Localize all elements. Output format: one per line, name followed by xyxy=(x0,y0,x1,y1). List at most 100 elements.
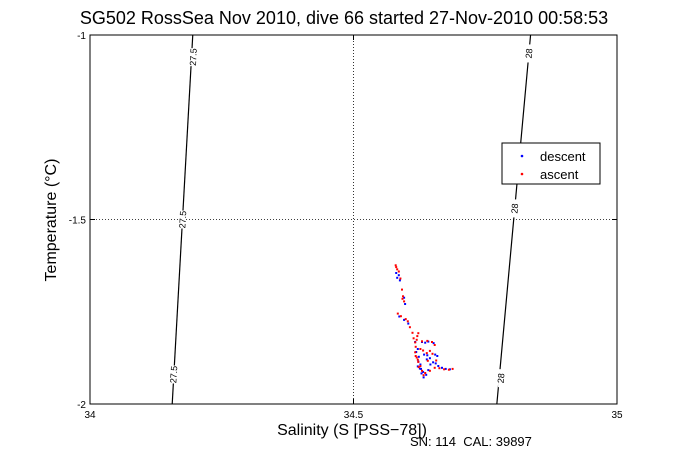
descent-point-16 xyxy=(422,376,425,379)
descent-point-8 xyxy=(407,322,410,325)
descent-point-31 xyxy=(425,358,428,361)
ascent-point-13 xyxy=(408,326,411,329)
descent-point-39 xyxy=(428,357,431,360)
ascent-point-7 xyxy=(403,300,406,303)
descent-point-37 xyxy=(434,353,437,356)
ascent-point-22 xyxy=(419,365,422,367)
grid-lines xyxy=(90,35,617,404)
descent-point-22 xyxy=(437,365,440,367)
contour-label-bg xyxy=(179,210,186,229)
descent-point-12 xyxy=(417,355,420,358)
x-tick-label-2: 35 xyxy=(611,410,623,421)
ascent-point-6 xyxy=(402,295,404,298)
descent-point-19 xyxy=(429,363,432,366)
descent-point-34 xyxy=(420,367,422,370)
ascent-point-45 xyxy=(417,366,420,369)
ascent-point-29 xyxy=(447,368,450,371)
ascent-point-39 xyxy=(414,355,417,357)
ascent-point-1 xyxy=(395,266,398,269)
descent-point-36 xyxy=(436,355,439,357)
contour-label-bg xyxy=(498,369,505,388)
y-axis-label: Temperature (°C) xyxy=(43,159,60,282)
descent-point-24 xyxy=(444,367,447,370)
ascent-point-5 xyxy=(401,288,403,291)
legend: descent ascent xyxy=(501,142,601,185)
ascent-point-35 xyxy=(422,349,425,352)
descent-point-17 xyxy=(425,373,428,376)
ascent-point-10 xyxy=(399,315,402,318)
ascent-point-33 xyxy=(431,341,433,343)
ascent-point-37 xyxy=(419,348,422,350)
ascent-point-44 xyxy=(435,359,438,362)
ascent-point-43 xyxy=(431,352,434,355)
serial-calibration-footer: SN: 114 CAL: 39897 xyxy=(410,434,532,449)
contour-label-28-0: 28 xyxy=(524,48,535,59)
descent-point-38 xyxy=(426,354,429,357)
x-tick-label-0: 34 xyxy=(84,410,96,421)
ascent-point-18 xyxy=(414,345,417,348)
y-tick-label-0: -2 xyxy=(77,400,86,411)
descent-point-29 xyxy=(432,342,435,345)
ascent-point-14 xyxy=(411,331,414,334)
x-tick-label-1: 34.5 xyxy=(344,410,364,421)
ascent-point-36 xyxy=(425,352,428,355)
ascent-point-47 xyxy=(416,358,419,361)
ascent-point-11 xyxy=(404,318,407,321)
ascent-point-42 xyxy=(428,349,431,352)
ascent-point-46 xyxy=(422,374,425,377)
ascent-point-21 xyxy=(417,360,420,363)
ascent-point-17 xyxy=(415,338,418,341)
ascent-point-23 xyxy=(421,369,423,372)
descent-point-6 xyxy=(398,315,401,318)
axis-ticks: 34 34.5 35 -2 -1.5 -1 xyxy=(69,31,623,421)
descent-point-3 xyxy=(396,276,399,279)
legend-ascent-label: ascent xyxy=(540,167,579,182)
descent-point-35 xyxy=(422,370,425,373)
contour-label-27.5-1: 27.5 xyxy=(177,211,188,229)
descent-point-15 xyxy=(420,372,423,375)
ascent-point-26 xyxy=(433,366,436,369)
ascent-point-20 xyxy=(415,356,418,359)
descent-point-5 xyxy=(404,303,407,305)
descent-point-27 xyxy=(424,341,427,344)
descent-point-14 xyxy=(418,367,421,370)
descent-point-10 xyxy=(416,348,419,350)
descent-point-4 xyxy=(403,296,406,299)
contour-label-bg xyxy=(190,48,197,67)
legend-descent-marker xyxy=(520,154,524,158)
descent-point-18 xyxy=(427,369,430,372)
legend-box xyxy=(501,142,601,185)
ascent-point-8 xyxy=(401,297,404,300)
ascent-point-25 xyxy=(428,369,431,372)
descent-point-0 xyxy=(395,272,398,274)
ascent-point-27 xyxy=(438,367,441,370)
ascent-point-15 xyxy=(412,337,415,340)
contour-label-bg xyxy=(170,365,177,384)
ascent-point-12 xyxy=(406,320,409,323)
chart-title: SG502 RossSea Nov 2010, dive 66 started … xyxy=(80,8,608,28)
ascent-point-30 xyxy=(451,367,454,370)
ascent-point-40 xyxy=(416,335,419,338)
ascent-point-38 xyxy=(426,359,429,362)
ascent-point-34 xyxy=(433,344,436,346)
y-tick-label-1: -1.5 xyxy=(69,216,87,227)
descent-point-2 xyxy=(398,279,401,282)
contour-label-27.5-0: 27.5 xyxy=(188,48,199,66)
ascent-point-9 xyxy=(396,312,399,315)
legend-descent-label: descent xyxy=(540,149,586,164)
descent-point-7 xyxy=(403,318,406,321)
contour-line-28 xyxy=(496,34,532,405)
descent-point-23 xyxy=(441,366,443,369)
ascent-point-19 xyxy=(414,351,417,354)
contour-label-bg xyxy=(525,44,532,63)
descent-point-21 xyxy=(434,362,437,365)
contour-label-28-1: 28 xyxy=(509,203,520,214)
y-tick-label-2: -1 xyxy=(77,31,86,42)
ascent-point-16 xyxy=(414,341,417,344)
descent-point-20 xyxy=(432,361,435,364)
descent-point-1 xyxy=(397,274,400,277)
contour-label-28-2: 28 xyxy=(496,373,507,384)
ascent-point-2 xyxy=(396,268,399,271)
descent-point-30 xyxy=(423,353,426,356)
